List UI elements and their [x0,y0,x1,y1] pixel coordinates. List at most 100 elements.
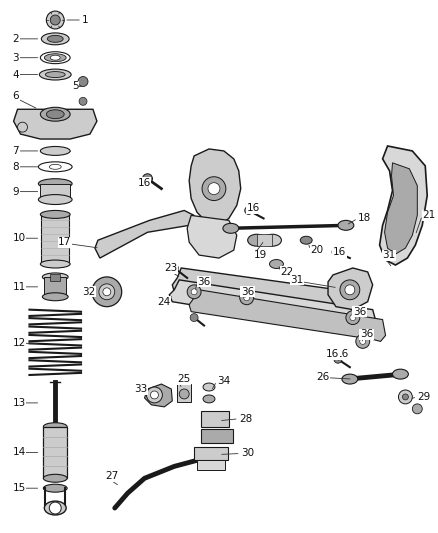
Text: 16: 16 [138,177,151,188]
Circle shape [350,314,356,320]
Ellipse shape [264,235,281,246]
Text: 17: 17 [58,237,71,247]
Ellipse shape [300,236,312,244]
Circle shape [360,338,366,344]
Circle shape [340,280,360,300]
Circle shape [187,285,201,298]
Ellipse shape [39,69,71,80]
Circle shape [399,390,412,404]
Text: 27: 27 [105,471,118,481]
Text: 7: 7 [13,146,19,156]
Circle shape [79,98,87,106]
Text: 21: 21 [422,211,435,221]
Circle shape [142,174,152,184]
Text: 36: 36 [241,287,254,297]
Polygon shape [172,268,343,313]
Circle shape [345,285,355,295]
Text: 14: 14 [13,448,26,457]
Ellipse shape [46,110,64,119]
Ellipse shape [247,235,265,246]
Circle shape [78,77,88,86]
Text: 23: 23 [164,263,178,273]
Text: 20: 20 [310,245,323,255]
Text: 10: 10 [13,233,26,243]
Ellipse shape [223,223,239,233]
Text: 12: 12 [13,338,26,349]
Circle shape [146,387,162,403]
Text: 16: 16 [326,349,339,359]
Ellipse shape [43,423,67,431]
Text: 16: 16 [333,247,346,257]
Bar [50,274,60,281]
Ellipse shape [50,55,60,60]
Bar [201,429,233,442]
Circle shape [190,313,198,321]
Bar [257,235,272,246]
Ellipse shape [392,369,408,379]
Circle shape [332,248,340,256]
Text: 30: 30 [241,448,254,458]
Ellipse shape [42,273,68,281]
Circle shape [244,295,250,301]
Ellipse shape [203,395,215,403]
Text: 2: 2 [13,34,19,44]
Circle shape [191,289,197,295]
Text: 26: 26 [316,372,329,382]
Ellipse shape [269,260,283,269]
Bar [177,384,191,402]
Circle shape [18,122,28,132]
Text: 31: 31 [382,250,396,260]
Ellipse shape [39,195,72,205]
Circle shape [240,291,254,305]
Ellipse shape [41,33,69,45]
Ellipse shape [44,501,66,515]
Text: 29: 29 [417,392,431,402]
Text: 11: 11 [13,282,26,292]
Polygon shape [380,146,427,265]
Ellipse shape [342,374,358,384]
Text: 32: 32 [82,287,95,297]
Text: 34: 34 [217,376,230,386]
Circle shape [245,206,253,214]
Text: 16: 16 [247,204,260,214]
Circle shape [103,288,111,296]
Polygon shape [95,211,194,258]
Ellipse shape [42,293,68,301]
Polygon shape [189,290,385,342]
Ellipse shape [44,54,66,62]
Polygon shape [328,268,373,310]
Text: 8: 8 [13,162,19,172]
Ellipse shape [40,52,70,63]
Text: 5: 5 [72,82,79,92]
Text: 22: 22 [280,267,293,277]
Bar [41,214,69,264]
Text: 36: 36 [360,329,373,340]
Ellipse shape [45,71,65,77]
Polygon shape [187,215,237,258]
Polygon shape [189,149,241,225]
Circle shape [179,389,189,399]
Text: 1: 1 [82,15,88,25]
Circle shape [403,394,408,400]
Circle shape [170,264,178,272]
Bar [40,184,70,199]
Bar [194,447,228,461]
Circle shape [208,183,220,195]
Text: 18: 18 [358,213,371,223]
Text: 36: 36 [197,277,210,287]
Bar [201,411,229,427]
Text: 28: 28 [239,414,252,424]
Text: 4: 4 [13,70,19,79]
Circle shape [92,277,122,306]
Circle shape [49,502,61,514]
Text: 25: 25 [177,374,191,384]
Circle shape [412,404,422,414]
Circle shape [346,311,360,325]
Text: 9: 9 [13,187,19,197]
Text: 3: 3 [13,53,19,63]
Bar [197,461,225,470]
Ellipse shape [43,484,67,492]
Bar [44,277,66,297]
Ellipse shape [47,35,63,42]
Text: 33: 33 [134,384,148,394]
